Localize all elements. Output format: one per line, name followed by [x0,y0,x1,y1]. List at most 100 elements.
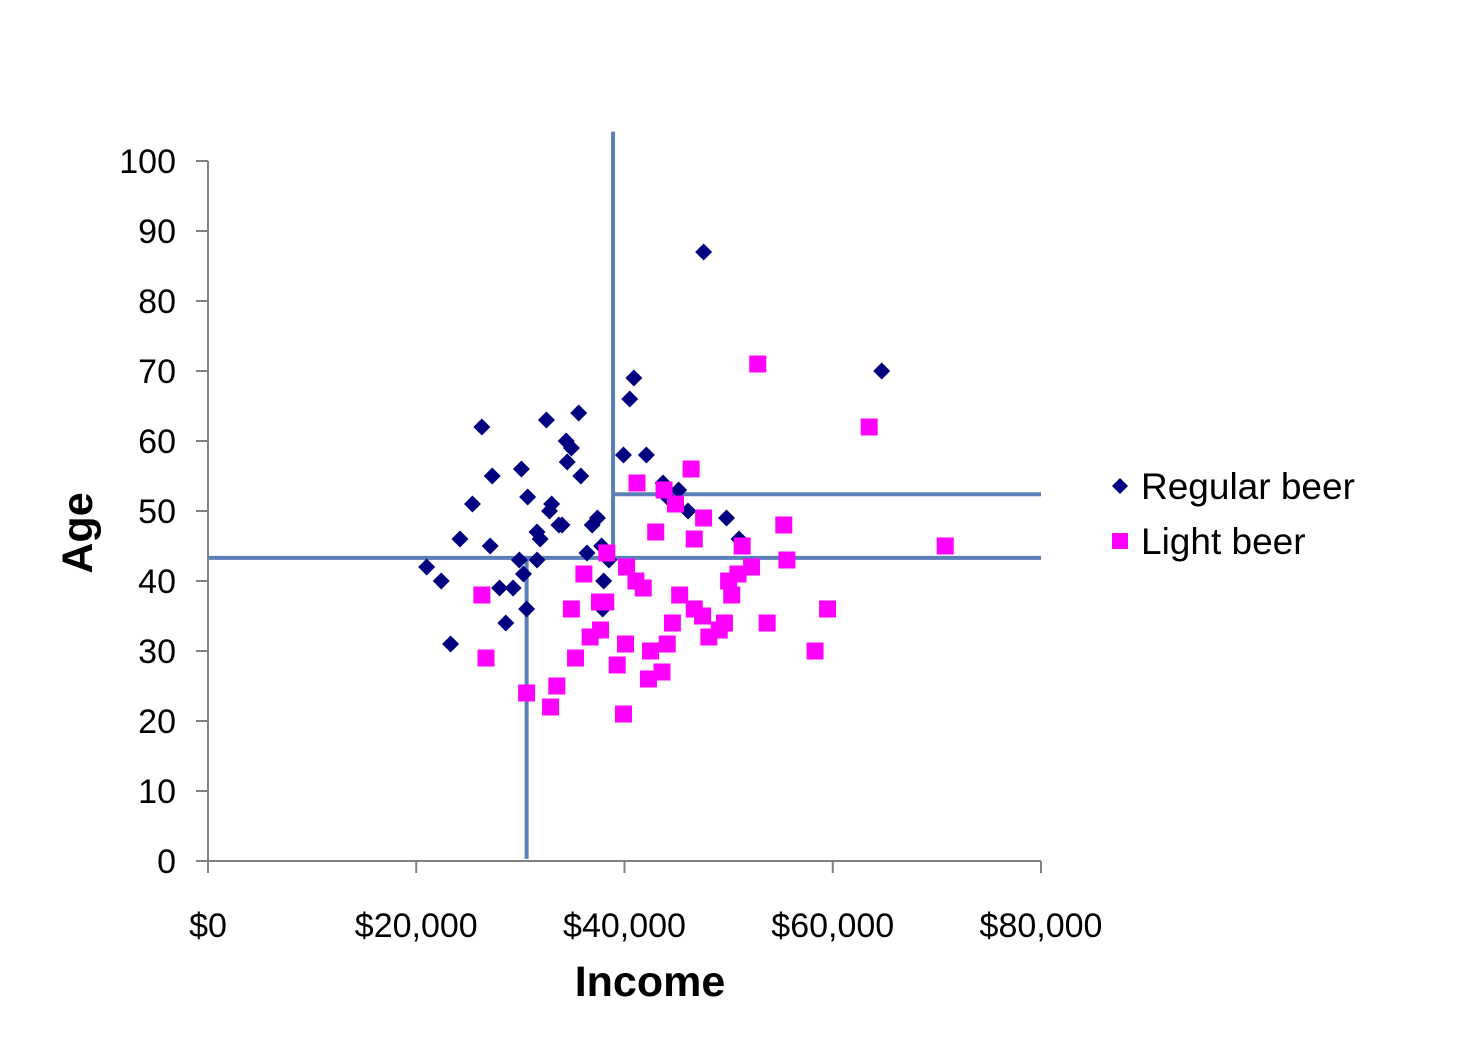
data-point-light-beer [628,474,646,492]
data-point-regular-beer [625,369,643,387]
data-point-regular-beer [695,243,713,261]
data-point-light-beer [647,523,665,541]
data-point-light-beer [634,579,652,597]
data-point-light-beer [694,607,712,625]
y-tick-label: 30 [138,633,176,671]
data-point-light-beer [614,705,632,723]
data-point-regular-beer [873,362,891,380]
legend-marker-regular-beer [1112,478,1128,494]
data-point-light-beer [597,593,615,611]
data-point-light-beer [758,614,776,632]
data-point-light-beer [562,600,580,618]
data-point-regular-beer [578,544,596,562]
data-point-light-beer [598,544,616,562]
y-tick-label: 90 [138,213,176,251]
series-regular-beer [418,243,891,653]
legend-label: Light beer [1141,521,1306,562]
data-point-regular-beer [637,446,655,464]
data-point-regular-beer [442,635,460,653]
x-axis-ticks: $0 $20,000 $40,000 $60,000 $80,000 [189,861,1102,945]
data-point-light-beer [936,537,954,555]
data-point-regular-beer [558,453,576,471]
series-light-beer [473,355,954,723]
y-tick-label: 70 [138,353,176,391]
reference-lines [208,131,1041,859]
data-point-light-beer [653,663,671,681]
data-point-regular-beer [491,579,509,597]
data-point-regular-beer [553,516,571,534]
data-point-light-beer [733,537,751,555]
data-point-regular-beer [518,600,536,618]
data-point-light-beer [617,635,635,653]
data-point-light-beer [685,530,703,548]
data-point-regular-beer [528,551,546,569]
data-point-light-beer [567,649,585,667]
legend-marker-light-beer [1112,533,1128,549]
data-point-light-beer [608,656,626,674]
data-point-light-beer [819,600,837,618]
data-point-light-beer [682,460,700,478]
data-point-regular-beer [621,390,639,408]
data-point-light-beer [778,551,796,569]
data-point-regular-beer [483,467,501,485]
data-point-light-beer [806,642,824,660]
y-tick-label: 50 [138,493,176,531]
data-point-regular-beer [718,509,736,527]
data-point-regular-beer [510,551,528,569]
x-tick-label: $20,000 [355,907,478,945]
data-point-regular-beer [432,572,450,590]
data-point-regular-beer [541,502,559,520]
data-point-regular-beer [614,446,632,464]
data-point-light-beer [695,509,713,527]
x-axis-title: Income [575,958,726,1006]
x-tick-label: $0 [189,907,227,945]
data-point-light-beer [655,481,673,499]
data-point-light-beer [723,586,741,604]
x-tick-label: $80,000 [980,907,1103,945]
data-point-light-beer [775,516,793,534]
data-point-light-beer [743,558,761,576]
data-point-light-beer [639,670,657,688]
data-point-light-beer [575,565,593,583]
y-tick-label: 60 [138,423,176,461]
data-point-light-beer [658,635,676,653]
data-point-light-beer [642,642,660,660]
data-point-light-beer [663,614,681,632]
data-point-regular-beer [514,565,532,583]
y-tick-label: 100 [119,143,176,181]
data-point-light-beer [581,628,599,646]
legend-label: Regular beer [1141,466,1355,507]
y-axis-title: Age [54,492,102,573]
data-point-light-beer [473,586,491,604]
data-point-light-beer [667,495,685,513]
data-point-light-beer [749,355,767,373]
legend: Regular beer Light beer [1112,466,1355,562]
y-tick-label: 20 [138,703,176,741]
data-point-regular-beer [473,418,491,436]
data-point-regular-beer [531,530,549,548]
data-point-regular-beer [570,404,588,422]
data-point-regular-beer [497,614,515,632]
data-point-regular-beer [670,481,688,499]
y-axis-ticks: 0 10 20 30 40 50 60 70 80 90 100 [119,143,208,881]
x-tick-label: $40,000 [563,907,686,945]
data-point-light-beer [720,572,738,590]
data-point-regular-beer [562,439,580,457]
data-point-light-beer [860,418,878,436]
data-point-light-beer [671,586,689,604]
data-point-regular-beer [451,530,469,548]
data-point-regular-beer [418,558,436,576]
y-tick-label: 40 [138,563,176,601]
y-tick-label: 10 [138,773,176,811]
data-point-regular-beer [481,537,499,555]
data-point-light-beer [518,684,536,702]
data-point-light-beer [548,677,566,695]
data-point-regular-beer [504,579,522,597]
data-point-regular-beer [572,467,590,485]
data-point-regular-beer [519,488,537,506]
x-tick-label: $60,000 [771,907,894,945]
data-point-regular-beer [537,411,555,429]
